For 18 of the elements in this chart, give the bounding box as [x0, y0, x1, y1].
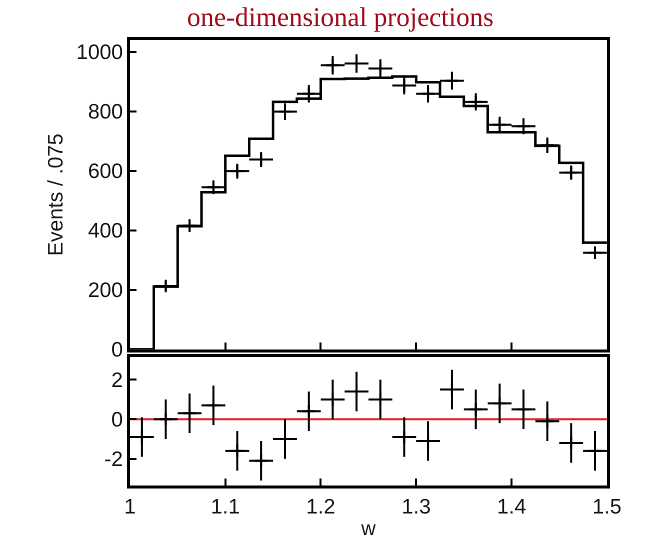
x-tick-label: 1.1 — [210, 495, 240, 518]
y-tick-label: 400 — [88, 220, 123, 243]
y-tick-label: 1000 — [76, 41, 123, 64]
y-tick-label: 2 — [111, 369, 123, 392]
y-tick-label: 200 — [88, 279, 123, 302]
y-axis-title: Events / .075 — [44, 133, 68, 256]
x-tick-label: 1.5 — [592, 495, 622, 518]
y-tick-label: 800 — [88, 100, 123, 124]
chart-title: one-dimensional projections — [187, 2, 494, 32]
y-tick-label: 600 — [88, 160, 123, 184]
x-tick-label: 1 — [124, 495, 136, 518]
x-tick-label: 1.3 — [402, 495, 431, 518]
x-axis-title: w — [360, 518, 376, 540]
x-tick-label: 1.2 — [306, 495, 336, 518]
y-tick-label: -2 — [104, 448, 123, 472]
y-tick-label: 0 — [111, 338, 123, 362]
x-tick-label: 1.4 — [496, 495, 526, 518]
y-tick-label: 0 — [111, 408, 123, 432]
